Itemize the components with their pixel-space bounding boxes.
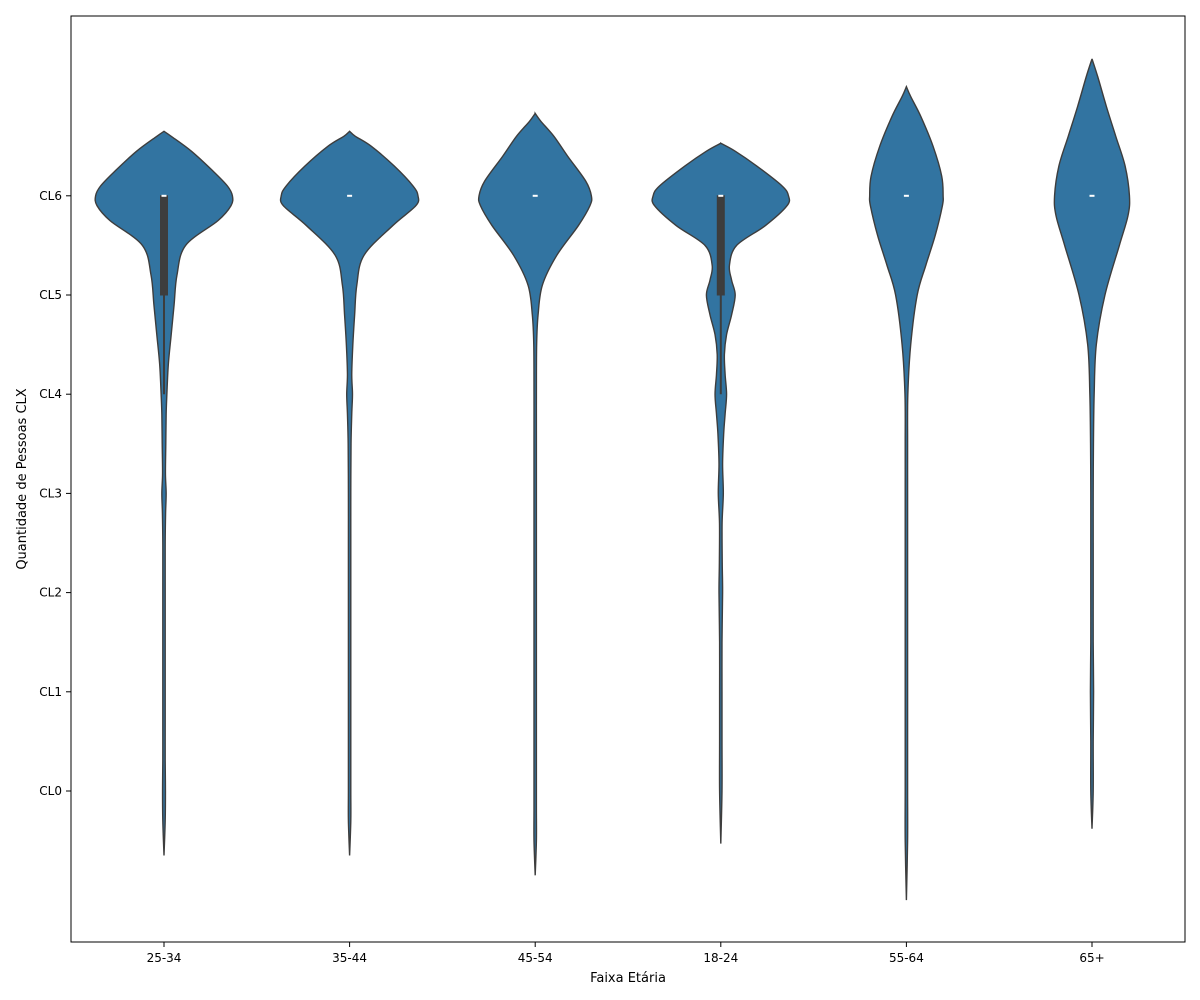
- y-tick-label: CL4: [39, 387, 62, 401]
- y-tick-label: CL2: [39, 586, 62, 600]
- x-axis-label: Faixa Etária: [590, 971, 666, 986]
- violin-55-64: [868, 84, 944, 901]
- x-tick-label: 18-24: [703, 951, 738, 965]
- x-axis: 25-34 35-44 45-54 18-24 55-64 65+: [147, 942, 1105, 965]
- x-tick-label: 65+: [1079, 951, 1104, 965]
- x-tick-label: 25-34: [147, 951, 182, 965]
- plot-area: [70, 15, 1186, 943]
- violin-35-44: [279, 130, 420, 856]
- y-axis: CL0 CL1 CL2 CL3 CL4 CL5 CL6: [39, 189, 71, 798]
- x-tick-label: 55-64: [889, 951, 924, 965]
- y-tick-label: CL6: [39, 189, 62, 203]
- x-tick-label: 45-54: [518, 951, 553, 965]
- y-tick-label: CL1: [39, 685, 62, 699]
- violins-layer: [94, 58, 1131, 901]
- violin-25-34: [94, 130, 234, 856]
- violin-45-54: [477, 111, 593, 876]
- y-tick-label: CL3: [39, 486, 62, 500]
- y-tick-label: CL0: [39, 784, 62, 798]
- iqr-box-18-24: [716, 195, 725, 296]
- y-tick-label: CL5: [39, 288, 62, 302]
- violin-18-24: [651, 142, 791, 844]
- x-tick-label: 35-44: [332, 951, 367, 965]
- y-axis-label: Quantidade de Pessoas CLX: [15, 388, 30, 569]
- violin-65+: [1053, 58, 1131, 829]
- iqr-box-25-34: [160, 195, 168, 296]
